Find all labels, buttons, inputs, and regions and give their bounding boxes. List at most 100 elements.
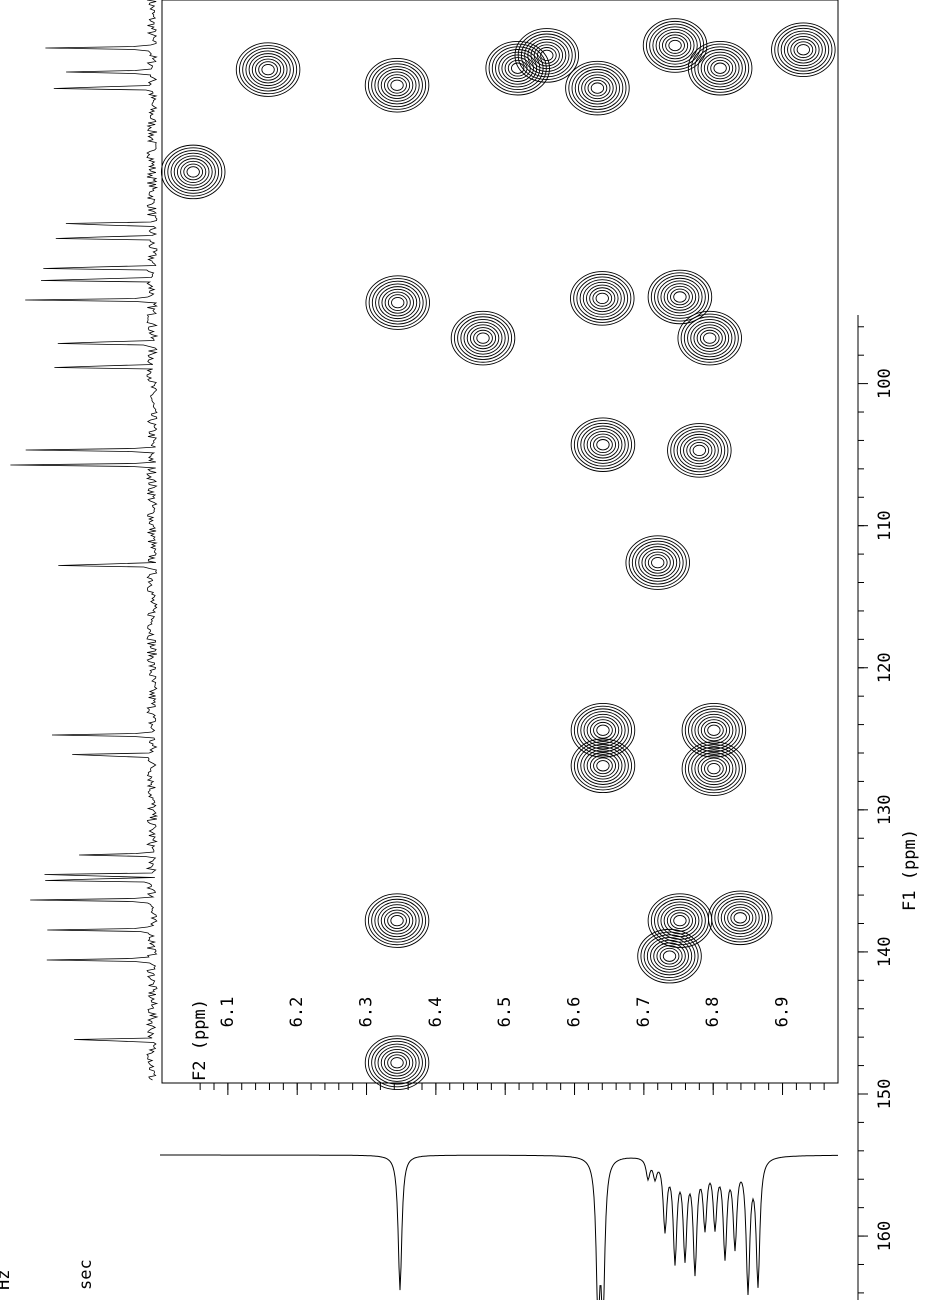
- contour-ring: [530, 41, 564, 70]
- contour-ring: [387, 912, 407, 930]
- contour-ring: [573, 273, 632, 323]
- contour-ring: [690, 321, 730, 355]
- x-tick-label: 6.5: [495, 997, 515, 1028]
- cross-peak: [642, 18, 708, 73]
- contour-ring: [796, 44, 810, 56]
- cross-peak: [570, 271, 635, 326]
- contour-ring: [453, 313, 513, 363]
- contour-ring: [377, 68, 417, 102]
- contour-ring: [683, 316, 736, 360]
- contour-ring: [637, 928, 702, 984]
- y-tick-label: 160: [875, 1221, 895, 1252]
- contour-ring: [511, 62, 525, 74]
- contour-ring: [586, 716, 620, 745]
- contour-ring: [673, 915, 687, 927]
- contour-ring: [663, 906, 697, 935]
- contour-ring: [592, 290, 613, 307]
- contour-ring: [704, 721, 724, 739]
- contour-ring: [565, 60, 630, 116]
- contour-ring: [242, 47, 294, 92]
- contour-ring: [686, 439, 713, 462]
- contour-ring: [378, 286, 418, 320]
- cross-peak: [450, 310, 516, 366]
- contour-ring: [460, 318, 506, 358]
- contour-ring: [364, 1035, 430, 1090]
- contour-ring: [596, 439, 610, 451]
- contour-ring: [660, 280, 700, 314]
- contour-ring: [371, 898, 423, 943]
- cross-peak: [570, 703, 636, 758]
- contour-ring: [727, 906, 754, 929]
- contour-ring: [371, 1040, 423, 1085]
- cross-peak: [365, 275, 430, 330]
- contour-ring: [783, 33, 823, 67]
- contour-ring: [507, 59, 528, 77]
- contour-ring: [577, 71, 617, 105]
- contour-ring: [693, 324, 726, 352]
- contour-ring: [466, 324, 500, 352]
- contour-ring: [730, 909, 751, 927]
- contour-ring: [651, 556, 665, 569]
- contour-ring: [367, 60, 427, 110]
- contour-ring: [387, 1054, 407, 1072]
- contour-ring: [691, 749, 737, 788]
- cross-peak: [235, 42, 301, 97]
- contour-ring: [691, 43, 750, 93]
- contour-ring: [707, 57, 734, 80]
- contour-ring: [653, 942, 686, 970]
- cross-peak: [687, 40, 753, 96]
- contour-ring: [584, 77, 611, 100]
- contour-ring: [688, 708, 740, 753]
- contour-ring: [457, 316, 509, 360]
- contour-ring: [365, 275, 430, 330]
- y-tick-label: 130: [875, 794, 895, 825]
- contour-ring: [697, 49, 743, 88]
- contour-ring: [536, 47, 557, 64]
- x-tick-label: 6.2: [287, 997, 307, 1028]
- x-tick-label: 6.3: [357, 997, 377, 1028]
- contour-ring: [380, 1048, 414, 1077]
- contour-ring: [473, 329, 493, 347]
- y-tick-label: 120: [875, 652, 895, 683]
- contour-ring: [570, 417, 636, 472]
- contour-ring: [235, 42, 301, 97]
- y-tick-label: 140: [875, 937, 895, 968]
- contour-ring: [533, 44, 560, 67]
- contour-ring: [733, 912, 747, 924]
- contour-ring: [180, 160, 207, 183]
- contour-ring: [581, 74, 614, 102]
- contour-ring: [383, 1051, 411, 1074]
- x-tick-label: 6.6: [565, 997, 585, 1028]
- contour-ring: [668, 39, 682, 52]
- contour-ring: [574, 68, 621, 108]
- contour-ring: [255, 58, 282, 81]
- cross-peak: [364, 57, 430, 113]
- contour-ring: [631, 540, 684, 585]
- contour-ring: [176, 158, 210, 186]
- contour-ring: [248, 53, 288, 87]
- contour-ring: [586, 430, 620, 459]
- contour-ring: [677, 310, 742, 366]
- contour-ring: [583, 749, 623, 783]
- contour-ring: [638, 546, 678, 580]
- contour-ring: [650, 272, 709, 322]
- contour-ring: [681, 703, 747, 758]
- contour-ring: [654, 898, 706, 943]
- cross-peak: [570, 738, 636, 794]
- contour-ring: [662, 34, 689, 57]
- contour-ring: [375, 283, 421, 322]
- x-axis-label: F2 (ppm): [190, 999, 210, 1081]
- contour-ring: [711, 893, 770, 943]
- contour-ring: [771, 22, 836, 77]
- cross-peak: [637, 928, 702, 984]
- contour-ring: [697, 716, 731, 745]
- cross-peak: [771, 22, 836, 77]
- contour-ring: [793, 41, 814, 59]
- contour-ring: [774, 25, 833, 75]
- contour-ring: [700, 757, 727, 780]
- contour-ring: [700, 51, 740, 85]
- contour-ring: [570, 703, 636, 758]
- contour-ring: [245, 50, 291, 89]
- contour-ring: [710, 59, 730, 77]
